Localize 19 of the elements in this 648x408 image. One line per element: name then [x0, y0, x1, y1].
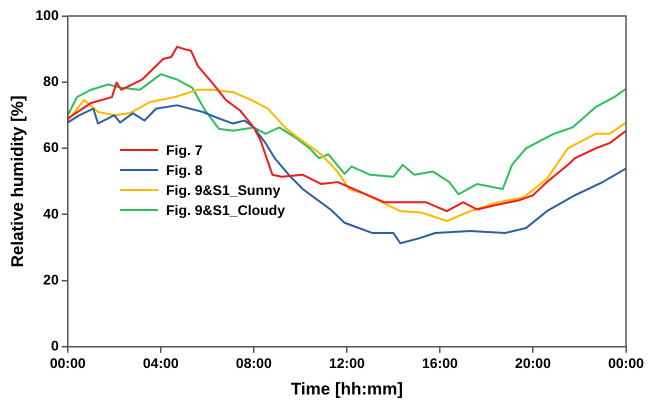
y-tick-label: 40 — [43, 205, 59, 222]
y-tick-label: 80 — [43, 73, 59, 90]
legend-label: Fig. 9&S1_Cloudy — [166, 202, 286, 218]
legend-label: Fig. 7 — [166, 142, 203, 158]
x-tick-label: 20:00 — [515, 355, 552, 372]
x-tick-label: 00:00 — [608, 355, 644, 372]
y-tick-label: 60 — [43, 139, 59, 156]
y-tick-label: 0 — [50, 338, 59, 354]
y-tick-label: 100 — [35, 6, 59, 23]
x-tick-label: 12:00 — [328, 355, 365, 372]
x-axis-title: Time [hh:mm] — [290, 379, 403, 398]
x-tick-label: 04:00 — [142, 355, 179, 372]
y-tick-label: 20 — [43, 272, 59, 288]
x-tick-label: 08:00 — [236, 355, 272, 372]
y-axis-title: Relative humidity [%] — [8, 95, 27, 268]
x-tick-label: 00:00 — [50, 355, 86, 372]
x-tick-label: 16:00 — [422, 355, 458, 372]
legend-label: Fig. 8 — [166, 162, 203, 178]
legend-label: Fig. 9&S1_Sunny — [166, 182, 280, 198]
